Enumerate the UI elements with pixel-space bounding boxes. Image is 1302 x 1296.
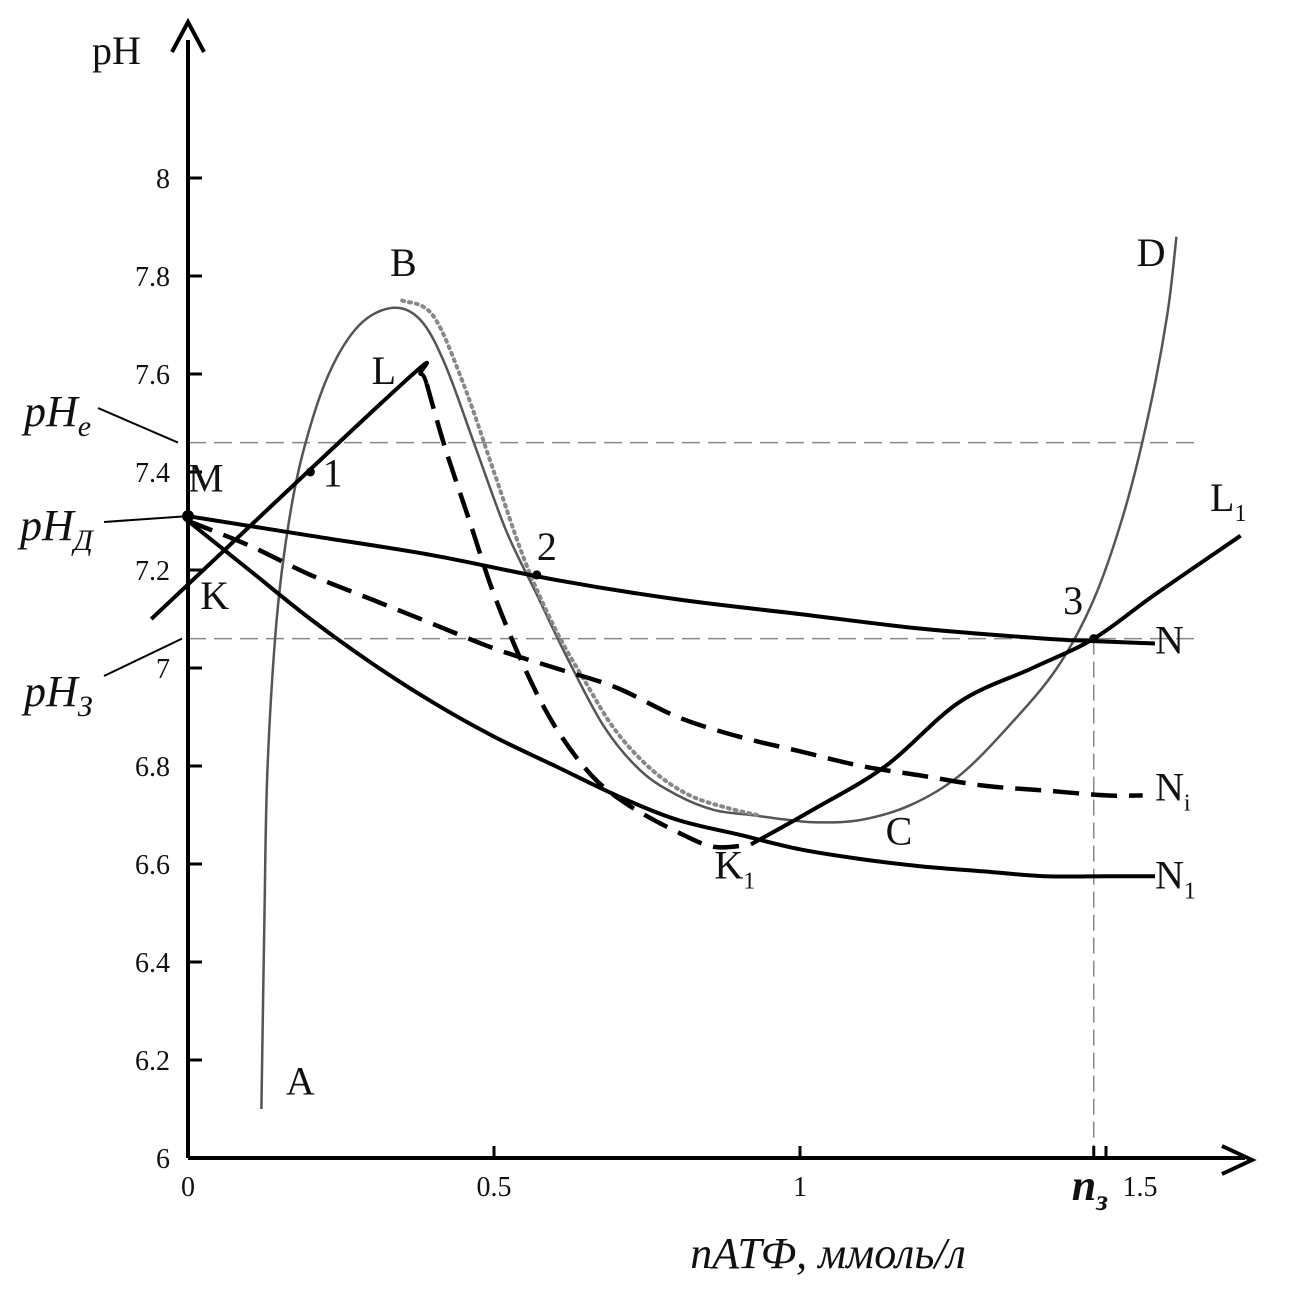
series-MN	[187, 514, 1156, 646]
reference-lines	[188, 441, 1195, 1158]
leader-pHd	[103, 515, 189, 523]
marker-1	[305, 467, 315, 477]
point-label: B	[390, 240, 417, 285]
y-tick-label: 7	[156, 654, 170, 685]
y-tick-label: 6.2	[135, 1046, 170, 1077]
series-ABCD-dotted	[400, 298, 760, 817]
point-label: 2	[537, 524, 557, 569]
point-label: A	[286, 1058, 315, 1103]
marker-2	[532, 570, 542, 580]
marker-M	[182, 510, 194, 523]
x-tick-label: 0	[181, 1172, 195, 1203]
y-axis-arrow	[170, 17, 206, 53]
y-tick-label: 6.8	[135, 752, 170, 783]
point-label: N1	[1155, 853, 1196, 905]
point-label: M	[188, 456, 224, 501]
y-tick-label: 6	[156, 1144, 170, 1175]
y-tick-label: 7.6	[135, 360, 170, 391]
x-tick-label: 1	[793, 1172, 807, 1203]
x-axis-arrow	[1221, 1144, 1257, 1176]
point-label: 1	[323, 451, 343, 496]
label-pHz: pHЗ	[21, 667, 93, 723]
marker-3	[1089, 634, 1099, 644]
y-tick-label: 7.2	[135, 556, 170, 587]
label-pHd: pHД	[17, 501, 95, 557]
series-lines	[149, 236, 1242, 1110]
y-tick-label: 6.4	[135, 948, 170, 979]
y-tick-label: 7.8	[135, 262, 170, 293]
y-tick-label: 6.6	[135, 850, 170, 881]
point-label: Ni	[1155, 764, 1191, 816]
leader-pHe	[97, 407, 179, 444]
y-tick-label: 8	[156, 164, 170, 195]
point-label: K	[200, 573, 229, 618]
x-tick-label: 1.5	[1123, 1172, 1158, 1203]
series-LK1	[424, 383, 752, 850]
series-MNi	[187, 518, 1143, 799]
x-tick-label-n3: nз	[1072, 1161, 1108, 1217]
leader-pHz	[103, 637, 183, 677]
x-axis-title: nАТФ, ммоль/л	[690, 1229, 966, 1278]
markers	[182, 467, 1099, 644]
labels: A B C D L M K K1 L1 N Ni N1 1 2 3	[188, 230, 1246, 1103]
point-label: 3	[1063, 578, 1083, 623]
label-pHe: pHe	[21, 387, 91, 443]
axes: 6 6.2 6.4 6.6 6.8 7 7.2 7.4 7.6 7.8 8 0 0.5 1 1.5 nз pH n…	[17, 17, 1257, 1278]
x-tick-label: 0.5	[477, 1172, 512, 1203]
point-label: K1	[714, 843, 755, 895]
y-axis-title: pH	[92, 28, 141, 73]
series-K1L1	[750, 534, 1242, 847]
point-label: L1	[1210, 475, 1246, 527]
point-label: C	[886, 808, 913, 853]
series-MN1	[186, 519, 1156, 879]
point-label: N	[1155, 617, 1184, 662]
series-ABCD	[260, 236, 1178, 1110]
point-label: D	[1137, 230, 1166, 275]
point-label: L	[372, 348, 396, 393]
y-tick-label: 7.4	[135, 458, 170, 489]
